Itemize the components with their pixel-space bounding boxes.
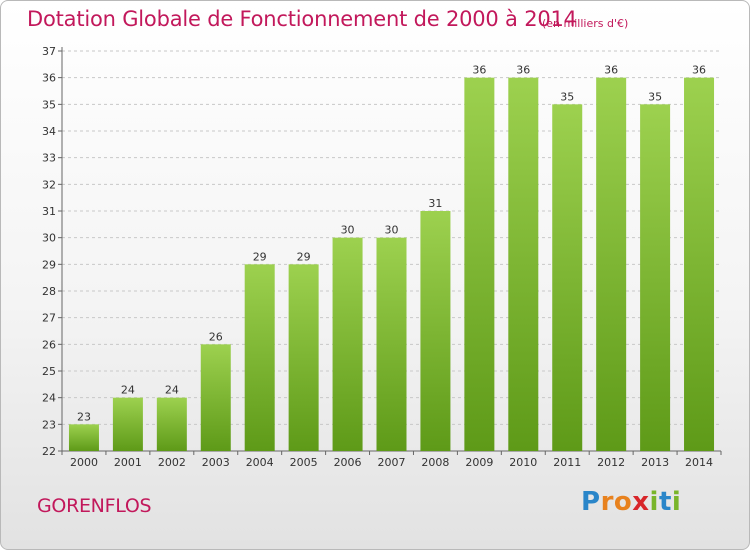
x-tick-label: 2007 — [378, 456, 406, 469]
city-name: GORENFLOS — [37, 495, 152, 517]
data-label: 30 — [385, 224, 399, 237]
data-label: 24 — [165, 384, 179, 397]
data-label: 36 — [472, 64, 486, 77]
y-tick-label: 37 — [42, 45, 56, 58]
y-tick-label: 28 — [42, 285, 56, 298]
bar — [68, 424, 99, 451]
chart-title: Dotation Globale de Fonctionnement de 20… — [27, 7, 577, 31]
x-tick-label: 2014 — [685, 456, 713, 469]
bar — [156, 397, 187, 451]
data-label: 36 — [604, 64, 618, 77]
x-tick-label: 2000 — [70, 456, 98, 469]
bar — [420, 211, 451, 451]
y-tick-label: 24 — [42, 392, 56, 405]
proxiti-logo: Proxiti — [581, 487, 681, 517]
chart-subtitle: (en milliers d'€) — [542, 17, 629, 30]
logo-letter: r — [600, 487, 614, 517]
y-tick-label: 33 — [42, 152, 56, 165]
x-tick-label: 2004 — [246, 456, 274, 469]
y-tick-label: 22 — [42, 445, 56, 458]
bar — [200, 344, 231, 451]
bar — [244, 264, 275, 451]
logo-letter: t — [658, 487, 672, 517]
x-tick-label: 2010 — [509, 456, 537, 469]
data-label: 36 — [516, 64, 530, 77]
y-tick-label: 25 — [42, 365, 56, 378]
y-tick-label: 30 — [42, 232, 56, 245]
data-label: 31 — [428, 197, 442, 210]
data-label: 36 — [692, 64, 706, 77]
data-label: 35 — [648, 90, 662, 103]
x-tick-label: 2011 — [553, 456, 581, 469]
data-label: 29 — [297, 250, 311, 263]
x-tick-label: 2012 — [597, 456, 625, 469]
data-label: 24 — [121, 384, 135, 397]
y-tick-label: 29 — [42, 258, 56, 271]
y-tick-label: 31 — [42, 205, 56, 218]
bar — [684, 77, 715, 452]
data-label: 23 — [77, 410, 91, 423]
logo-letter: i — [671, 487, 682, 517]
logo-letter: P — [581, 487, 601, 517]
bar — [112, 397, 143, 451]
logo-letter: x — [632, 487, 650, 517]
y-tick-label: 32 — [42, 178, 56, 191]
x-tick-label: 2013 — [641, 456, 669, 469]
logo-letter: i — [649, 487, 659, 517]
bar — [552, 104, 583, 451]
bar — [508, 77, 539, 452]
bar — [596, 77, 627, 452]
data-label: 35 — [560, 90, 574, 103]
y-tick-label: 35 — [42, 98, 56, 111]
bar — [376, 237, 407, 451]
labels: 22 23 24 25 26 27 28 29 30 31 32 33 34 35 36 37 2000 23 20… — [42, 45, 713, 469]
data-label: 29 — [253, 250, 267, 263]
x-tick-label: 2009 — [465, 456, 493, 469]
bar — [640, 104, 671, 451]
bar — [464, 77, 495, 452]
bar — [332, 237, 363, 451]
x-tick-label: 2008 — [421, 456, 449, 469]
y-tick-label: 26 — [42, 338, 56, 351]
x-tick-label: 2003 — [202, 456, 230, 469]
x-tick-label: 2001 — [114, 456, 142, 469]
y-tick-label: 27 — [42, 312, 56, 325]
x-tick-label: 2006 — [334, 456, 362, 469]
data-label: 30 — [341, 224, 355, 237]
bars — [68, 77, 715, 452]
data-label: 26 — [209, 330, 223, 343]
bar — [288, 264, 319, 451]
x-tick-label: 2002 — [158, 456, 186, 469]
logo-letter: o — [613, 487, 633, 517]
y-tick-label: 34 — [42, 125, 56, 138]
y-tick-label: 36 — [42, 72, 56, 85]
y-tick-label: 23 — [42, 418, 56, 431]
x-tick-label: 2005 — [290, 456, 318, 469]
